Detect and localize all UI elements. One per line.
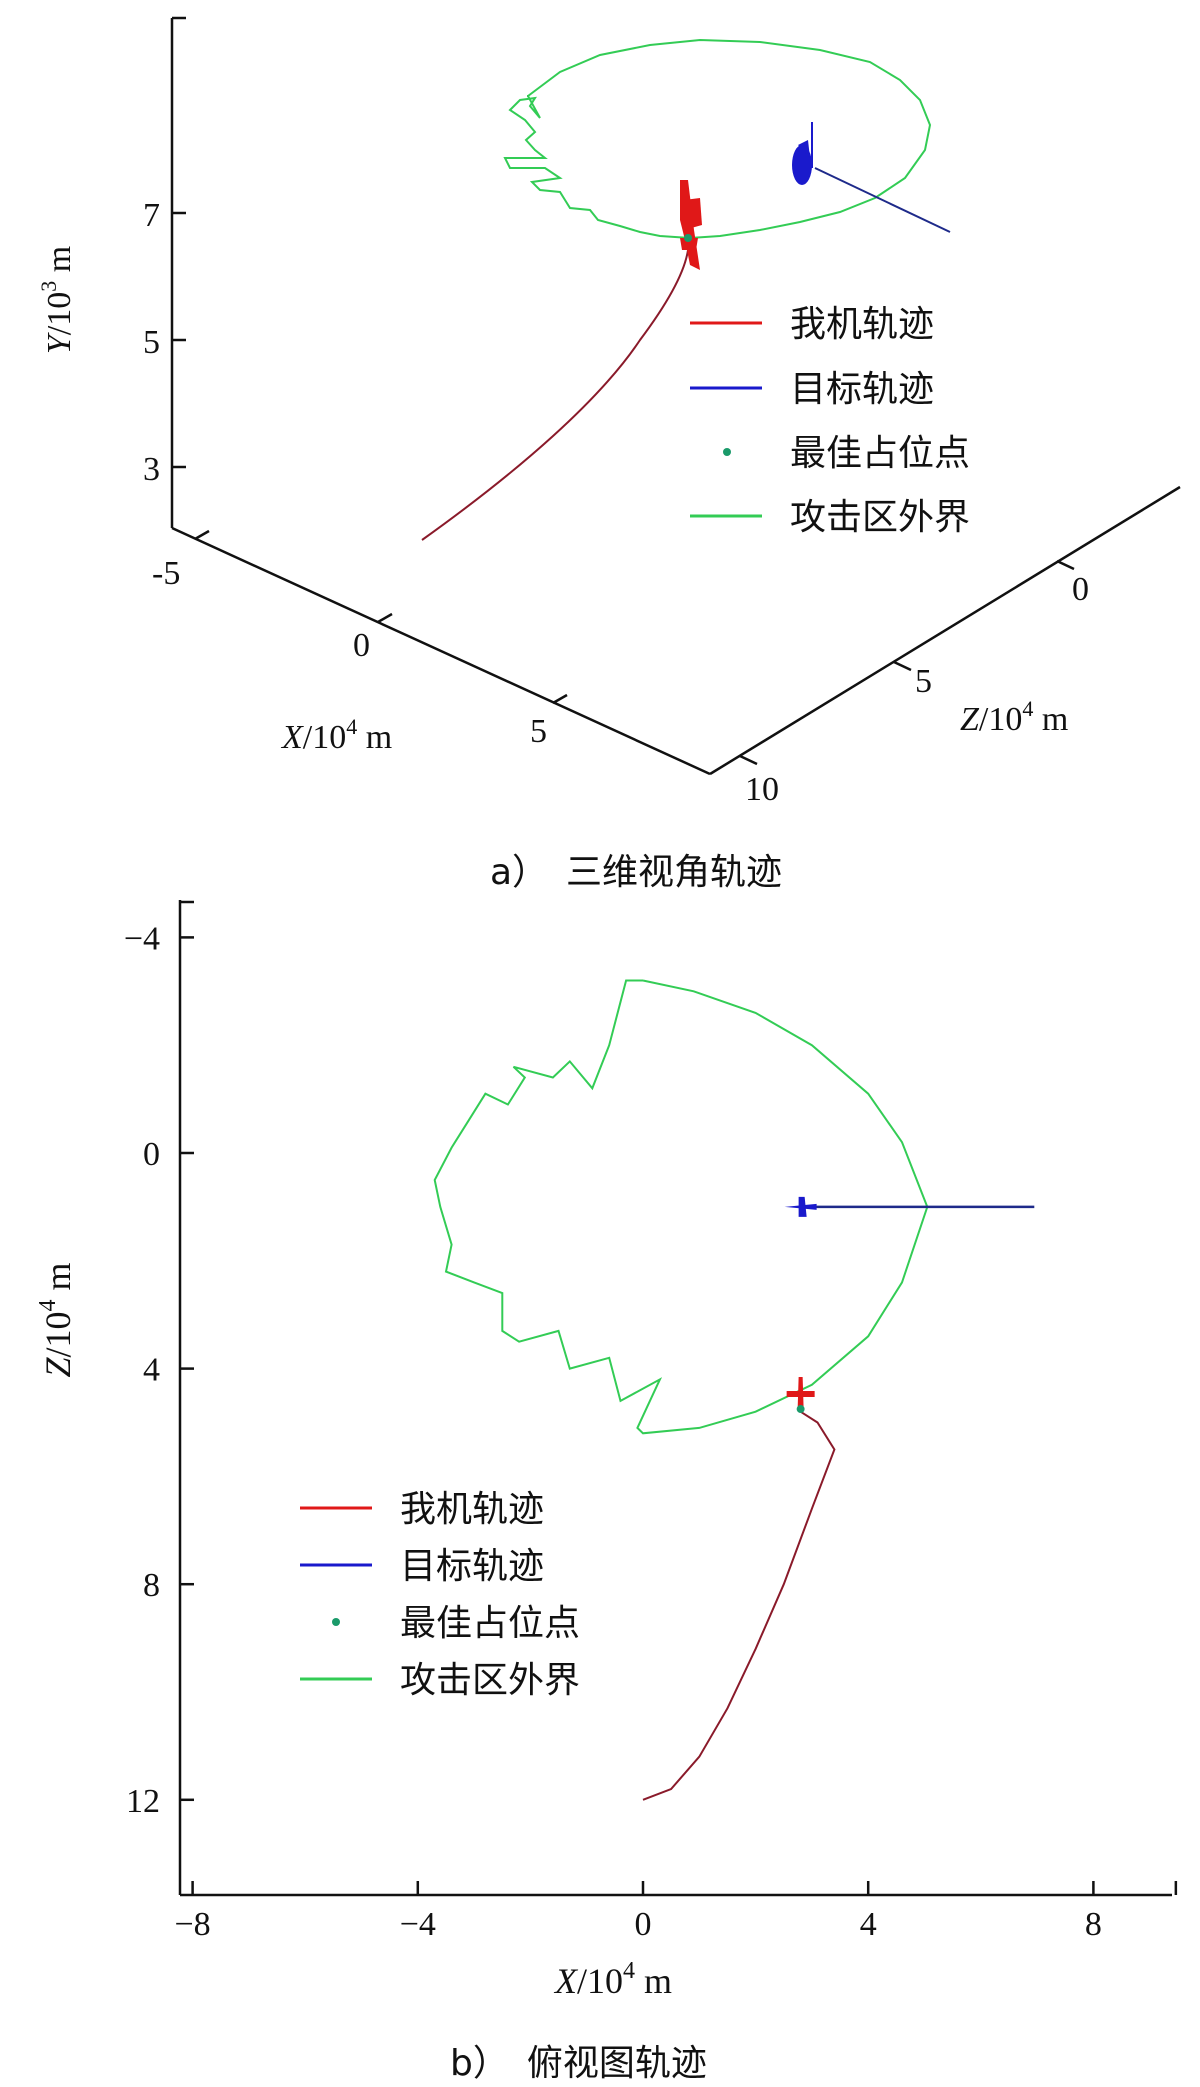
y-axis-label-top: Z/104 m bbox=[35, 1262, 78, 1377]
legend-swatch-best bbox=[723, 448, 731, 456]
x-tick-label--5: -5 bbox=[152, 555, 180, 592]
target-wing bbox=[798, 1196, 807, 1217]
own-aircraft-marker-3d bbox=[680, 180, 702, 270]
z-tick-label-10: 10 bbox=[745, 771, 779, 808]
top-view-ticks bbox=[180, 900, 1178, 1895]
caption-a: a） 三维视角轨迹 bbox=[490, 852, 782, 893]
x-tick-label-top: 4 bbox=[860, 1906, 877, 1943]
legend-label-target: 目标轨迹 bbox=[790, 369, 934, 410]
own-trajectory-top bbox=[642, 1410, 836, 1801]
best-point-3d bbox=[684, 234, 692, 242]
target-aircraft-marker-3d bbox=[792, 140, 812, 185]
y-ticks-3d bbox=[172, 16, 186, 469]
panel-3d: 7 5 3 -5 0 5 0 5 10 Y/103 m X/104 m Z/10… bbox=[36, 16, 1181, 893]
own-trajectory-3d bbox=[421, 249, 689, 541]
own-aircraft-marker-top bbox=[786, 1377, 815, 1410]
y-tick-label-3: 3 bbox=[143, 451, 160, 488]
x-tick-label-5: 5 bbox=[530, 713, 547, 750]
x-ticks-3d bbox=[194, 529, 568, 705]
x-tick-label-0: 0 bbox=[353, 627, 370, 664]
y-tick-label-top: −4 bbox=[124, 920, 160, 957]
caption-b: b） 俯视图轨迹 bbox=[450, 2043, 707, 2084]
x-axis-label-3d: X/104 m bbox=[280, 714, 392, 756]
panel-top: −8 −4 0 4 8 −4 0 4 8 12 X/104 m Z/104 m 我机轨迹 目标轨迹… bbox=[35, 900, 1178, 2084]
y-tick-label-top: 4 bbox=[143, 1352, 160, 1389]
x-tick-label-top: −8 bbox=[175, 1906, 211, 1943]
legend-top: 我机轨迹 目标轨迹 最佳占位点 攻击区外界 bbox=[300, 1489, 580, 1701]
legend-label-best-top: 最佳占位点 bbox=[400, 1603, 580, 1644]
z-tick-label-5: 5 bbox=[915, 663, 932, 700]
legend-label-own-top: 我机轨迹 bbox=[400, 1489, 544, 1530]
best-point-top bbox=[796, 1405, 805, 1414]
x-tick-label-top: 8 bbox=[1085, 1906, 1102, 1943]
x-tick-label-top: −4 bbox=[400, 1906, 436, 1943]
legend-swatch-best-top bbox=[332, 1618, 340, 1626]
attack-boundary-3d bbox=[503, 38, 932, 240]
x-axis-3d bbox=[171, 526, 711, 776]
attack-boundary-top bbox=[433, 979, 929, 1435]
y-tick-label-top: 8 bbox=[143, 1567, 160, 1604]
z-tick-label-0: 0 bbox=[1072, 571, 1089, 608]
target-aircraft-marker-top bbox=[784, 1196, 817, 1217]
x-axis-label-top: X/104 m bbox=[553, 1958, 672, 2001]
legend-label-boundary-top: 攻击区外界 bbox=[400, 1660, 580, 1701]
top-view-tick-labels: −8 −4 0 4 8 −4 0 4 8 12 bbox=[124, 920, 1102, 1943]
x-tick-label-top: 0 bbox=[635, 1906, 652, 1943]
z-ticks-3d bbox=[739, 559, 1075, 766]
target-trajectory-3d bbox=[814, 167, 951, 233]
y-tick-label-top: 12 bbox=[126, 1783, 160, 1820]
own-wing bbox=[786, 1391, 815, 1398]
y-tick-label-top: 0 bbox=[143, 1136, 160, 1173]
z-axis-3d bbox=[709, 485, 1181, 776]
legend-3d: 我机轨迹 目标轨迹 最佳占位点 攻击区外界 bbox=[690, 304, 970, 538]
y-tick-label-7: 7 bbox=[143, 197, 160, 234]
legend-label-best: 最佳占位点 bbox=[790, 433, 970, 474]
legend-label-own: 我机轨迹 bbox=[790, 304, 934, 345]
z-axis-label-3d: Z/104 m bbox=[960, 696, 1068, 738]
legend-label-boundary: 攻击区外界 bbox=[790, 497, 970, 538]
legend-label-target-top: 目标轨迹 bbox=[400, 1546, 544, 1587]
y-tick-label-5: 5 bbox=[143, 324, 160, 361]
y-axis-label-3d: Y/103 m bbox=[36, 246, 78, 354]
